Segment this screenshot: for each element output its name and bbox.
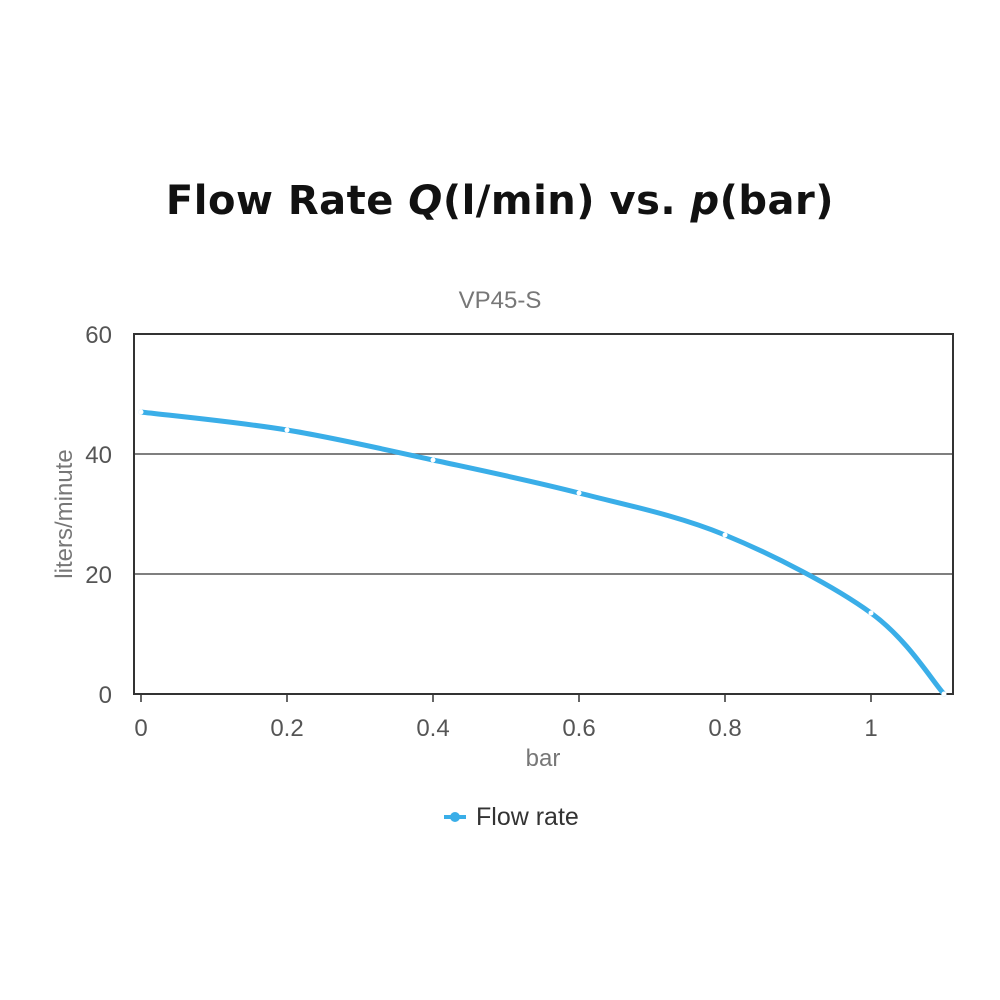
y-axis-label: liters/minute [51, 449, 78, 578]
series-point [576, 490, 582, 496]
legend-marker [450, 812, 460, 822]
legend-label: Flow rate [476, 803, 579, 831]
series-group [138, 409, 947, 697]
y-tick-labels: 0 20 40 60 [85, 322, 112, 709]
x-tick-label: 0.4 [416, 715, 449, 742]
chart-title: Flow Rate Q(l/min) vs. p(bar) [0, 178, 1000, 224]
x-tick-label: 0.8 [708, 715, 741, 742]
title-middle: (l/min) vs. [442, 178, 691, 224]
x-tick-label: 0.2 [270, 715, 303, 742]
x-tick-label: 0 [134, 715, 147, 742]
series-point [284, 427, 290, 433]
y-tick-label: 60 [85, 322, 112, 349]
series-point [138, 409, 144, 415]
series-point [941, 691, 947, 697]
y-tick-label: 20 [85, 562, 112, 589]
title-q-symbol: Q [408, 178, 443, 224]
title-p-symbol: p [690, 178, 720, 224]
title-prefix: Flow Rate [165, 178, 409, 224]
series-point [430, 457, 436, 463]
plot-frame [133, 333, 954, 695]
grid-lines [134, 453, 953, 575]
series-point [722, 532, 728, 538]
x-tick-labels: 0 0.2 0.4 0.6 0.8 1 [134, 694, 878, 742]
y-tick-label: 40 [85, 442, 112, 469]
x-tick-label: 1 [864, 715, 877, 742]
legend[interactable]: Flow rate [444, 803, 579, 831]
x-axis-label: bar [526, 745, 561, 772]
series-point [868, 610, 874, 616]
y-tick-label: 0 [99, 682, 112, 709]
chart-subtitle: VP45-S [459, 287, 542, 314]
title-suffix: (bar) [719, 178, 835, 224]
x-tick-label: 0.6 [562, 715, 595, 742]
